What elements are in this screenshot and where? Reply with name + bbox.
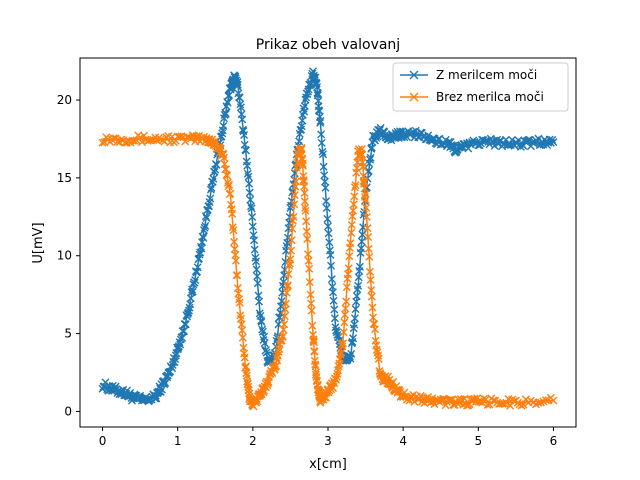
chart-title: Prikaz obeh valovanj [256,37,400,53]
y-tick-label: 5 [64,327,72,341]
legend-marker [409,70,419,80]
legend-label: Brez merilca moči [436,90,544,104]
y-tick-label: 0 [64,404,72,418]
y-tick-label: 10 [57,249,72,263]
series-1 [98,131,558,411]
x-axis-ticks: 0 1 2 3 4 5 6 [99,427,558,448]
legend-marker [409,92,419,102]
legend: Z merilcem moči Brez merilca moči [392,62,569,112]
x-tick-label: 5 [474,434,482,448]
y-tick-label: 15 [57,171,72,185]
series-0 [98,67,558,406]
plot-series [98,67,558,411]
x-tick-label: 0 [99,434,107,448]
y-axis-label: U[mV] [31,222,46,263]
x-tick-label: 6 [550,434,558,448]
series-markers [98,67,558,406]
legend-box [392,62,569,112]
plot-frame [79,57,577,428]
x-tick-label: 1 [174,434,182,448]
series-line [102,72,554,402]
x-tick-label: 3 [324,434,332,448]
y-axis-ticks: 0 5 10 15 20 [57,93,80,418]
x-tick-label: 4 [399,434,407,448]
x-axis-label: x[cm] [309,457,347,472]
legend-label: Z merilcem moči [436,68,537,82]
x-tick-label: 2 [249,434,257,448]
y-tick-label: 20 [57,93,72,107]
series-markers [98,131,558,411]
